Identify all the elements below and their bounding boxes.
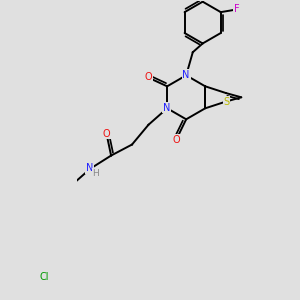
Text: N: N — [163, 103, 170, 113]
Text: F: F — [234, 4, 240, 14]
Text: O: O — [103, 129, 110, 139]
Text: N: N — [182, 70, 190, 80]
Text: O: O — [145, 72, 152, 82]
Text: N: N — [86, 163, 93, 173]
Text: H: H — [92, 169, 99, 178]
Text: Cl: Cl — [39, 272, 49, 282]
Text: O: O — [172, 135, 180, 145]
Text: S: S — [224, 97, 230, 106]
